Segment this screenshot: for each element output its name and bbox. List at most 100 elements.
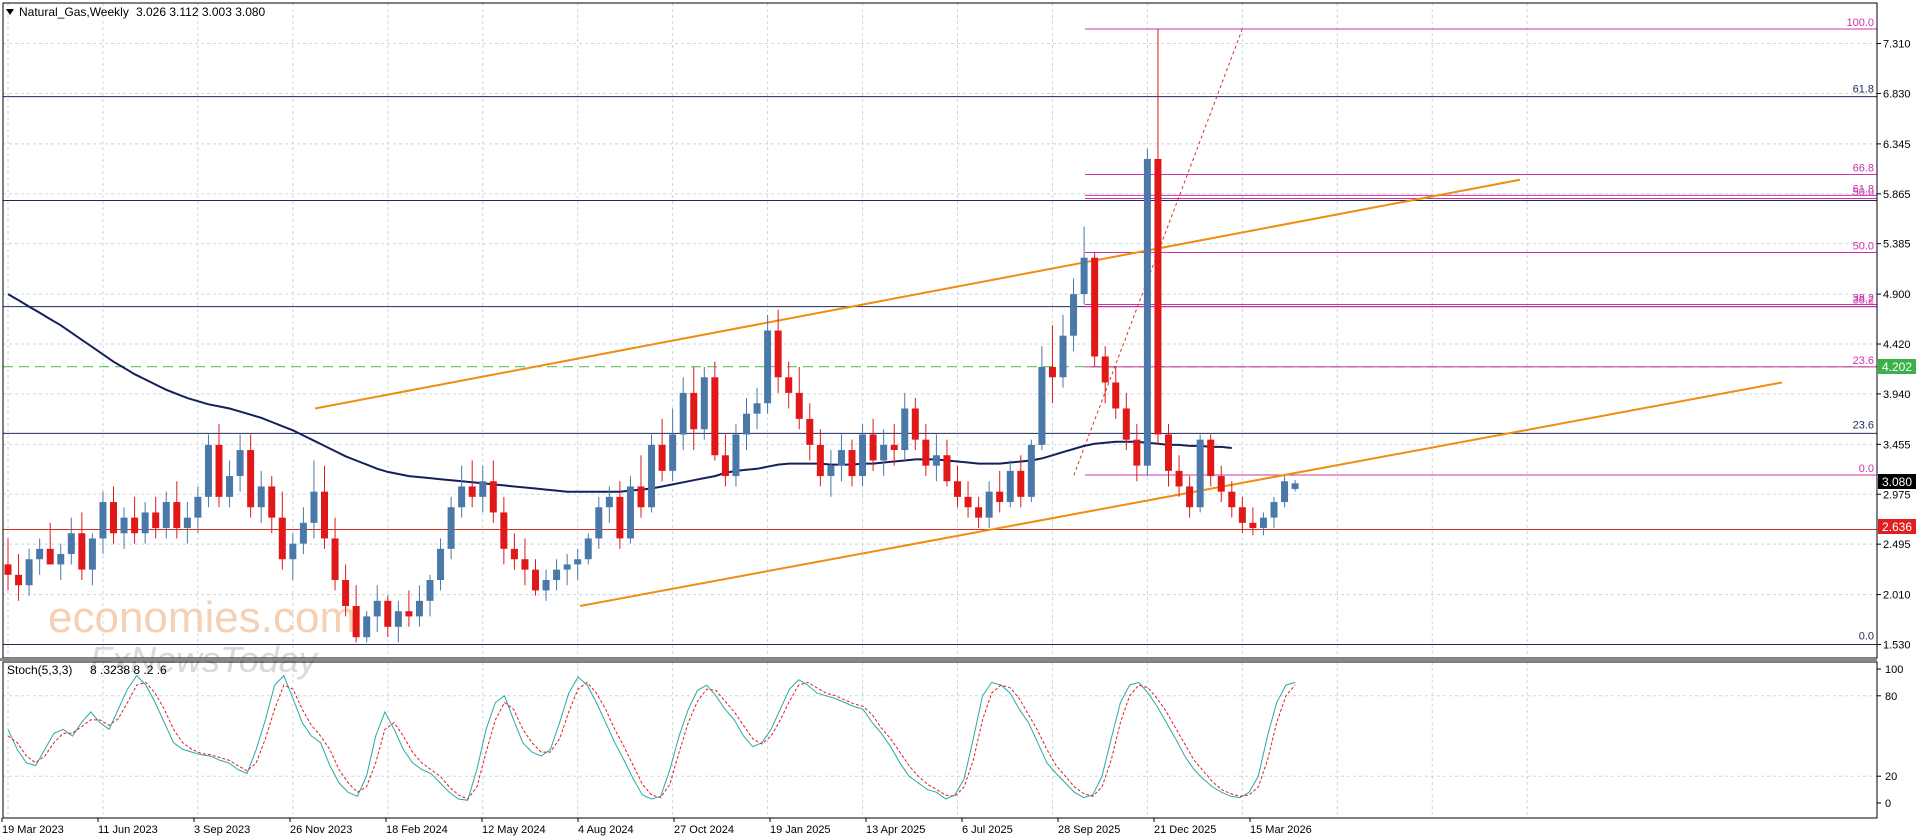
fib-level-label: 23.6 xyxy=(1853,355,1874,367)
stoch-readout: 8 .3238 8 .2 .6 xyxy=(90,663,167,677)
stoch-grid xyxy=(3,662,1877,818)
price-channel xyxy=(314,178,1783,607)
candle-body xyxy=(1091,257,1099,357)
stoch-k-line xyxy=(7,674,1296,801)
candle-body xyxy=(816,444,824,477)
candle-body xyxy=(78,533,86,570)
candle-body xyxy=(669,434,677,471)
candle-body xyxy=(584,538,592,560)
time-axis-label: 21 Dec 2025 xyxy=(1154,824,1216,836)
candle-body xyxy=(152,512,160,529)
candle-body xyxy=(700,377,708,430)
price-axis-label: 1.530 xyxy=(1883,639,1911,651)
candle-body xyxy=(679,392,687,435)
candle-body xyxy=(204,444,212,497)
candle-body xyxy=(901,408,909,451)
candle-body xyxy=(1238,507,1246,523)
candle-body xyxy=(975,507,983,518)
price-axis-label: 5.865 xyxy=(1883,189,1911,201)
candle-body xyxy=(648,444,656,508)
candle-body xyxy=(1165,434,1172,471)
candle-body xyxy=(437,548,445,581)
candle-body xyxy=(331,538,339,581)
stochastic-lines xyxy=(7,674,1296,801)
candle-body xyxy=(932,455,940,466)
triangle-down-icon[interactable] xyxy=(6,9,14,15)
candle-body xyxy=(173,502,181,529)
candle-body xyxy=(996,491,1004,503)
candle-body xyxy=(1259,517,1267,529)
price-axis-label: 6.830 xyxy=(1883,88,1911,100)
time-axis-label: 6 Jul 2025 xyxy=(962,824,1013,836)
candle-body xyxy=(342,580,350,607)
candle-body xyxy=(553,569,561,581)
candle-body xyxy=(595,507,603,539)
candle-body xyxy=(183,517,191,529)
fib-level-label: 61.8 xyxy=(1853,183,1874,195)
resistance-price-tag xyxy=(1878,359,1916,374)
candle-body xyxy=(489,481,497,513)
candle-body xyxy=(964,496,972,508)
candle-body xyxy=(848,450,856,477)
ohlc-readout: 3.026 3.112 3.003 3.080 xyxy=(136,5,266,19)
candle-body xyxy=(247,450,255,508)
candle-body xyxy=(468,486,476,497)
candle-body xyxy=(1133,439,1141,466)
candle-body xyxy=(605,496,613,508)
candle-body xyxy=(67,533,75,555)
resistance-price-label: 4.202 xyxy=(1882,360,1912,374)
fib-level-label: 38.2 xyxy=(1853,293,1874,305)
candle-body xyxy=(479,481,487,497)
fib-level-label: 23.6 xyxy=(1853,419,1874,431)
fib-level-label: 66.8 xyxy=(1853,163,1874,175)
candle-body xyxy=(1281,481,1289,503)
main-grid xyxy=(3,3,1877,658)
price-axis-label: 5.385 xyxy=(1883,239,1911,251)
time-axis-label: 3 Sep 2023 xyxy=(194,824,250,836)
time-axis-label: 19 Jan 2025 xyxy=(770,824,831,836)
candle-body xyxy=(795,392,803,419)
price-axis: 7.310 6.830 6.345 5.865 5.385 4.900 4.420 3.940… xyxy=(1877,39,1911,651)
candle-body xyxy=(732,434,740,477)
candle-body xyxy=(943,455,951,482)
candle-body xyxy=(310,491,318,523)
time-axis-label: 27 Oct 2024 xyxy=(674,824,734,836)
stoch-axis-label: 100 xyxy=(1885,664,1903,676)
candle-body xyxy=(764,330,772,404)
time-axis-label: 18 Feb 2024 xyxy=(386,824,448,836)
candle-body xyxy=(278,517,286,560)
candle-body xyxy=(1122,408,1130,440)
candle-body xyxy=(363,616,371,638)
stoch-panel-border xyxy=(2,661,1878,819)
candle-body xyxy=(458,486,466,508)
stoch-axis-label: 20 xyxy=(1885,771,1897,783)
price-axis-label: 3.455 xyxy=(1883,439,1911,451)
candle-body xyxy=(985,491,993,518)
stoch-axis-label: 80 xyxy=(1885,691,1897,703)
time-axis-label: 13 Apr 2025 xyxy=(866,824,925,836)
candle-body xyxy=(721,455,729,477)
fib-level-label: 100.0 xyxy=(1846,17,1874,29)
candle-body xyxy=(1154,158,1162,435)
candle-body xyxy=(827,465,835,477)
time-axis-label: 12 May 2024 xyxy=(482,824,546,836)
chart-symbol-title: Natural_Gas,Weekly xyxy=(19,5,129,19)
candle-body xyxy=(426,580,434,601)
candlestick-series xyxy=(4,28,1299,643)
support-price-tag xyxy=(1878,519,1916,534)
support-price-label: 2.636 xyxy=(1882,520,1912,534)
candle-body xyxy=(1249,522,1257,529)
candle-body xyxy=(574,559,582,565)
candle-body xyxy=(36,548,44,560)
time-axis-label: 15 Mar 2026 xyxy=(1250,824,1312,836)
time-axis-label: 26 Nov 2023 xyxy=(290,824,352,836)
candle-body xyxy=(626,486,634,539)
candle-body xyxy=(690,392,698,430)
candle-body xyxy=(131,517,139,534)
candle-body xyxy=(321,491,328,539)
time-axis-label: 4 Aug 2024 xyxy=(578,824,634,836)
candle-body xyxy=(1006,470,1014,503)
fibonacci-levels: 100.061.866.861.850.050.038.238.223.623.… xyxy=(1073,17,1877,642)
candle-body xyxy=(257,486,265,508)
fib-level-label: 0.0 xyxy=(1859,630,1874,642)
